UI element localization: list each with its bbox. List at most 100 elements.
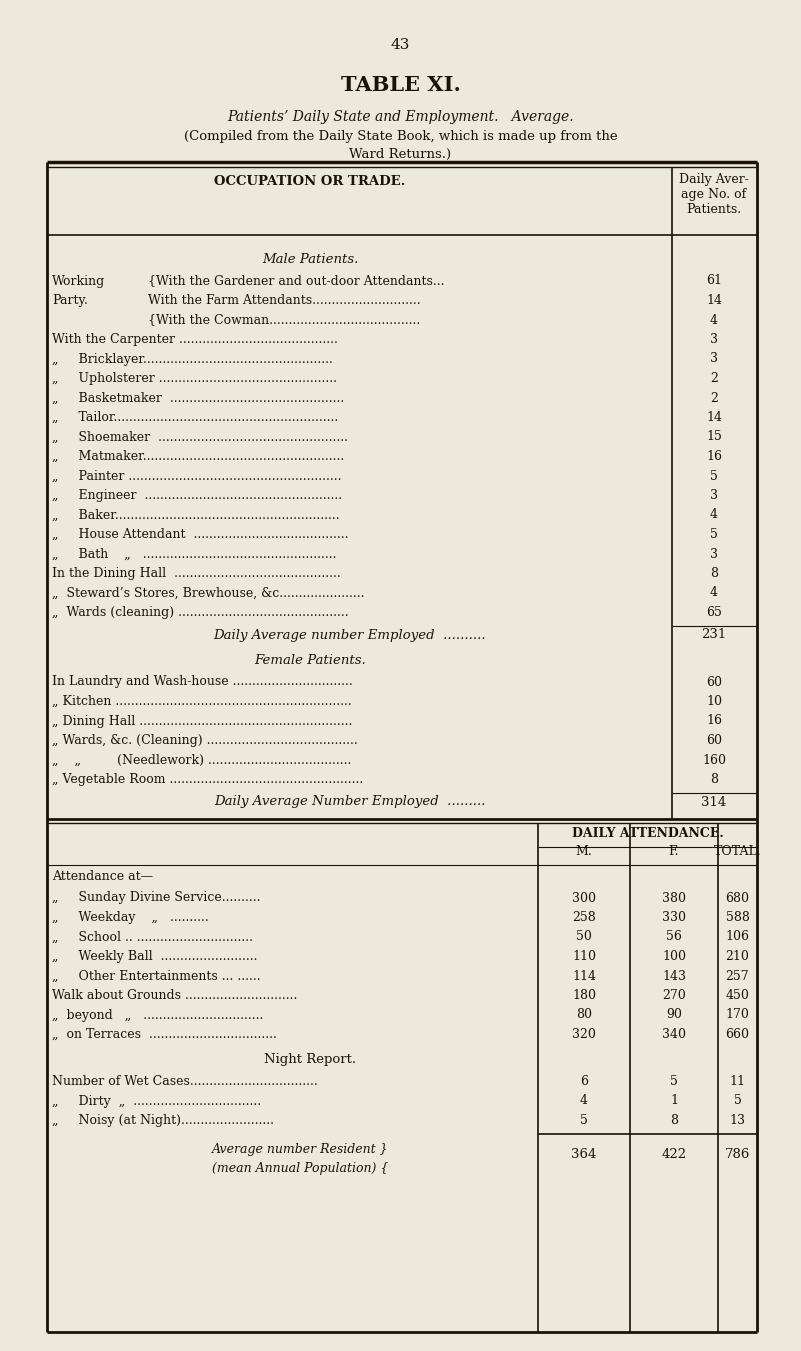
Text: 330: 330 — [662, 911, 686, 924]
Text: 1: 1 — [670, 1094, 678, 1108]
Text: 588: 588 — [726, 911, 750, 924]
Text: Party.: Party. — [52, 295, 88, 307]
Text: 6: 6 — [580, 1075, 588, 1088]
Text: „     Engineer  ...................................................: „ Engineer .............................… — [52, 489, 342, 503]
Text: 210: 210 — [726, 950, 750, 963]
Text: „     House Attendant  ........................................: „ House Attendant ......................… — [52, 528, 348, 540]
Text: 43: 43 — [391, 38, 410, 51]
Text: „     Noisy (at Night)........................: „ Noisy (at Night)......................… — [52, 1115, 274, 1127]
Text: 50: 50 — [576, 931, 592, 943]
Text: TABLE XI.: TABLE XI. — [340, 76, 461, 95]
Text: 106: 106 — [726, 931, 750, 943]
Text: 300: 300 — [572, 892, 596, 905]
Text: „     Sunday Divine Service..........: „ Sunday Divine Service.......... — [52, 892, 260, 905]
Text: „  beyond   „   ...............................: „ beyond „ .............................… — [52, 1008, 264, 1021]
Text: 14: 14 — [706, 295, 722, 307]
Text: Daily Average number Employed  ..........: Daily Average number Employed .......... — [214, 628, 486, 642]
Text: „ Wards, &c. (Cleaning) .......................................: „ Wards, &c. (Cleaning) ................… — [52, 734, 358, 747]
Text: 10: 10 — [706, 694, 722, 708]
Text: M.: M. — [576, 844, 593, 858]
Text: 364: 364 — [571, 1147, 597, 1161]
Text: 5: 5 — [670, 1075, 678, 1088]
Text: 143: 143 — [662, 970, 686, 982]
Text: 4: 4 — [710, 508, 718, 521]
Text: „    „         (Needlework) .....................................: „ „ (Needlework) .......................… — [52, 754, 352, 766]
Text: 3: 3 — [710, 489, 718, 503]
Text: With the Farm Attendants............................: With the Farm Attendants................… — [148, 295, 421, 307]
Text: Daily Aver-: Daily Aver- — [679, 173, 749, 186]
Text: „     Basketmaker  .............................................: „ Basketmaker ..........................… — [52, 392, 344, 404]
Text: „     Bath    „   ..................................................: „ Bath „ ...............................… — [52, 547, 336, 561]
Text: 60: 60 — [706, 676, 722, 689]
Text: (Compiled from the Daily State Book, which is made up from the: (Compiled from the Daily State Book, whi… — [183, 130, 618, 143]
Text: 660: 660 — [726, 1028, 750, 1042]
Text: 2: 2 — [710, 372, 718, 385]
Text: 257: 257 — [726, 970, 749, 982]
Text: 258: 258 — [572, 911, 596, 924]
Text: „     Dirty  „  .................................: „ Dirty „ ..............................… — [52, 1094, 261, 1108]
Text: „     Baker..........................................................: „ Baker.................................… — [52, 508, 340, 521]
Text: 100: 100 — [662, 950, 686, 963]
Text: 80: 80 — [576, 1008, 592, 1021]
Text: 786: 786 — [725, 1147, 751, 1161]
Text: 320: 320 — [572, 1028, 596, 1042]
Text: Male Patients.: Male Patients. — [262, 253, 358, 266]
Text: Patients.: Patients. — [686, 203, 742, 216]
Text: 340: 340 — [662, 1028, 686, 1042]
Text: 16: 16 — [706, 715, 722, 727]
Text: 3: 3 — [710, 547, 718, 561]
Text: 15: 15 — [706, 431, 722, 443]
Text: {With the Cowman.......................................: {With the Cowman........................… — [148, 313, 421, 327]
Text: 170: 170 — [726, 1008, 750, 1021]
Text: „     Shoemaker  .................................................: „ Shoemaker ............................… — [52, 431, 348, 443]
Text: Attendance at—: Attendance at— — [52, 870, 153, 884]
Text: Patients’ Daily State and Employment.   Average.: Patients’ Daily State and Employment. Av… — [227, 109, 574, 124]
Text: 60: 60 — [706, 734, 722, 747]
Text: 4: 4 — [710, 313, 718, 327]
Text: „     Tailor..........................................................: „ Tailor................................… — [52, 411, 338, 424]
Text: 2: 2 — [710, 392, 718, 404]
Text: 4: 4 — [580, 1094, 588, 1108]
Text: 11: 11 — [730, 1075, 746, 1088]
Text: Walk about Grounds .............................: Walk about Grounds .....................… — [52, 989, 297, 1002]
Text: 270: 270 — [662, 989, 686, 1002]
Text: 8: 8 — [670, 1115, 678, 1127]
Text: 90: 90 — [666, 1008, 682, 1021]
Text: With the Carpenter .........................................: With the Carpenter .....................… — [52, 332, 338, 346]
Text: „  on Terraces  .................................: „ on Terraces ..........................… — [52, 1028, 277, 1042]
Text: Female Patients.: Female Patients. — [254, 654, 366, 667]
Text: 65: 65 — [706, 607, 722, 619]
Text: In the Dining Hall  ...........................................: In the Dining Hall .....................… — [52, 567, 340, 580]
Text: Night Report.: Night Report. — [264, 1054, 356, 1066]
Text: 450: 450 — [726, 989, 750, 1002]
Text: „ Dining Hall .......................................................: „ Dining Hall ..........................… — [52, 715, 352, 727]
Text: 8: 8 — [710, 567, 718, 580]
Text: F.: F. — [669, 844, 679, 858]
Text: 160: 160 — [702, 754, 726, 766]
Text: Ward Returns.): Ward Returns.) — [349, 149, 452, 161]
Text: 16: 16 — [706, 450, 722, 463]
Text: „ Kitchen .............................................................: „ Kitchen ..............................… — [52, 694, 352, 708]
Text: 56: 56 — [666, 931, 682, 943]
Text: (mean Annual Population) {: (mean Annual Population) { — [211, 1162, 388, 1175]
Text: „     Other Entertainments ... ......: „ Other Entertainments ... ...... — [52, 970, 260, 982]
Text: Working: Working — [52, 276, 105, 289]
Text: age No. of: age No. of — [682, 188, 747, 201]
Text: „     Weekday    „   ..........: „ Weekday „ .......... — [52, 911, 209, 924]
Text: Daily Average Number Employed  .........: Daily Average Number Employed ......... — [214, 796, 485, 808]
Text: „     Painter .......................................................: „ Painter ..............................… — [52, 470, 341, 482]
Text: 380: 380 — [662, 892, 686, 905]
Text: 3: 3 — [710, 332, 718, 346]
Text: „  Steward’s Stores, Brewhouse, &c......................: „ Steward’s Stores, Brewhouse, &c.......… — [52, 586, 364, 600]
Text: 5: 5 — [710, 470, 718, 482]
Text: 180: 180 — [572, 989, 596, 1002]
Text: OCCUPATION OR TRADE.: OCCUPATION OR TRADE. — [215, 176, 405, 188]
Text: „  Wards (cleaning) ............................................: „ Wards (cleaning) .....................… — [52, 607, 348, 619]
Text: „     Matmaker....................................................: „ Matmaker..............................… — [52, 450, 344, 463]
Text: 4: 4 — [710, 586, 718, 600]
Text: 680: 680 — [726, 892, 750, 905]
Text: 5: 5 — [710, 528, 718, 540]
Text: TOTAL.: TOTAL. — [714, 844, 761, 858]
Text: „     Bricklayer.................................................: „ Bricklayer............................… — [52, 353, 333, 366]
Text: „     Weekly Ball  .........................: „ Weekly Ball ......................... — [52, 950, 257, 963]
